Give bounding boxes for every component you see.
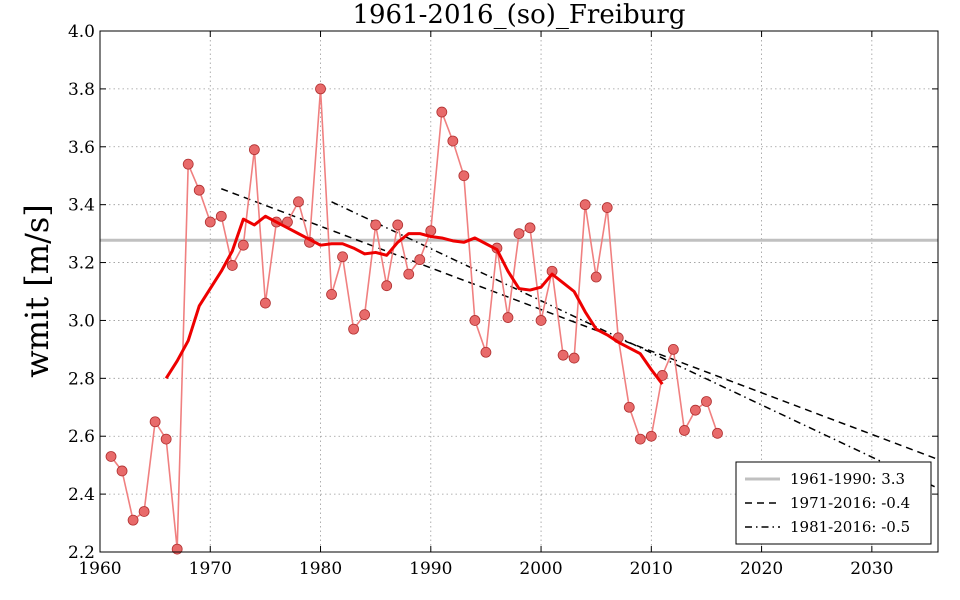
y-tick-label: 3.6 <box>68 138 95 158</box>
y-tick-label: 2.2 <box>68 543 95 563</box>
observation-point <box>337 251 348 263</box>
observation-point <box>414 254 426 266</box>
y-tick-label: 2.8 <box>68 369 95 389</box>
x-tick-label: 1960 <box>78 559 121 579</box>
chart-title: 1961-2016_(so)_Freiburg <box>352 0 685 30</box>
observation-point <box>601 202 613 213</box>
y-tick-label: 2.6 <box>68 427 95 447</box>
observation-point <box>623 401 635 413</box>
observation-point <box>193 184 205 196</box>
observations-series <box>105 83 723 555</box>
y-tick-label: 3.0 <box>68 311 95 331</box>
x-tick-label: 2020 <box>740 559 783 579</box>
observation-point <box>160 433 172 445</box>
trend-line-0 <box>221 188 939 461</box>
observation-point <box>315 83 326 95</box>
observation-point <box>215 210 227 222</box>
observations-line <box>110 88 719 550</box>
x-tick-label: 1970 <box>189 559 232 579</box>
observation-point <box>348 323 360 335</box>
observation-point <box>359 309 371 321</box>
observation-point <box>248 144 260 156</box>
observation-point <box>590 271 602 283</box>
observation-point <box>579 199 591 211</box>
observation-point <box>645 430 657 442</box>
observation-point <box>469 315 481 326</box>
y-tick-label: 2.4 <box>68 485 95 505</box>
observation-point <box>370 219 382 231</box>
observation-point <box>259 297 271 309</box>
observation-point <box>568 352 580 364</box>
observation-point <box>127 514 139 526</box>
x-tick-label: 1990 <box>409 559 452 579</box>
legend: 1961-1990: 3.3 1971-2016: -0.4 1981-2016… <box>735 461 932 545</box>
observation-point <box>392 219 404 231</box>
observation-point <box>171 543 183 555</box>
x-tick-label: 2000 <box>519 559 562 579</box>
observation-point <box>204 216 216 228</box>
x-tick-labels: 1960 1970 1980 1990 2000 2010 2020 2030 <box>78 559 893 579</box>
observation-point <box>513 228 525 240</box>
observation-point <box>524 222 536 234</box>
smoothed-line <box>164 214 664 386</box>
observation-point <box>149 416 161 428</box>
y-tick-label: 3.4 <box>68 196 95 216</box>
y-axis-label: wmit [m/s] <box>18 204 56 378</box>
observation-point <box>116 465 128 477</box>
observation-point <box>226 260 238 271</box>
observation-point <box>381 280 393 292</box>
x-tick-label: 2010 <box>630 559 673 579</box>
observation-point <box>138 506 150 517</box>
y-tick-label: 4.0 <box>68 22 95 42</box>
trend-line-1 <box>331 201 939 490</box>
observation-point <box>701 396 712 407</box>
plot-frame <box>99 30 939 553</box>
y-tick-label: 3.2 <box>68 254 95 274</box>
observation-point <box>557 349 569 361</box>
observation-point <box>480 346 492 358</box>
legend-label-reference: 1961-1990: 3.3 <box>790 470 905 488</box>
trend-lines-group <box>221 188 939 490</box>
observation-point <box>458 170 470 182</box>
observation-point <box>237 239 249 251</box>
observation-point <box>105 451 117 462</box>
observation-point <box>678 425 690 436</box>
observation-point <box>447 135 459 147</box>
smoothed-series <box>164 214 664 386</box>
legend-label-trend-1981: 1981-2016: -0.5 <box>790 518 910 536</box>
observation-point <box>712 427 723 439</box>
observation-point <box>293 196 304 208</box>
y-tick-label: 3.8 <box>68 80 95 100</box>
y-tick-labels: 2.2 2.4 2.6 2.8 3.0 3.2 3.4 3.6 3.8 4.0 <box>68 22 95 563</box>
observation-point <box>436 106 448 118</box>
observation-point <box>634 433 646 445</box>
x-tick-label: 2030 <box>850 559 893 579</box>
observation-point <box>182 158 194 170</box>
observation-point <box>326 288 337 300</box>
legend-label-trend-1971: 1971-2016: -0.4 <box>790 494 910 512</box>
observation-point <box>667 343 679 355</box>
legend-box <box>735 461 932 545</box>
observation-point <box>502 312 514 323</box>
x-tick-label: 1980 <box>299 559 342 579</box>
axis-ticks <box>99 30 938 553</box>
observation-point <box>690 404 701 416</box>
observation-point <box>535 315 547 326</box>
observation-point <box>403 268 415 280</box>
